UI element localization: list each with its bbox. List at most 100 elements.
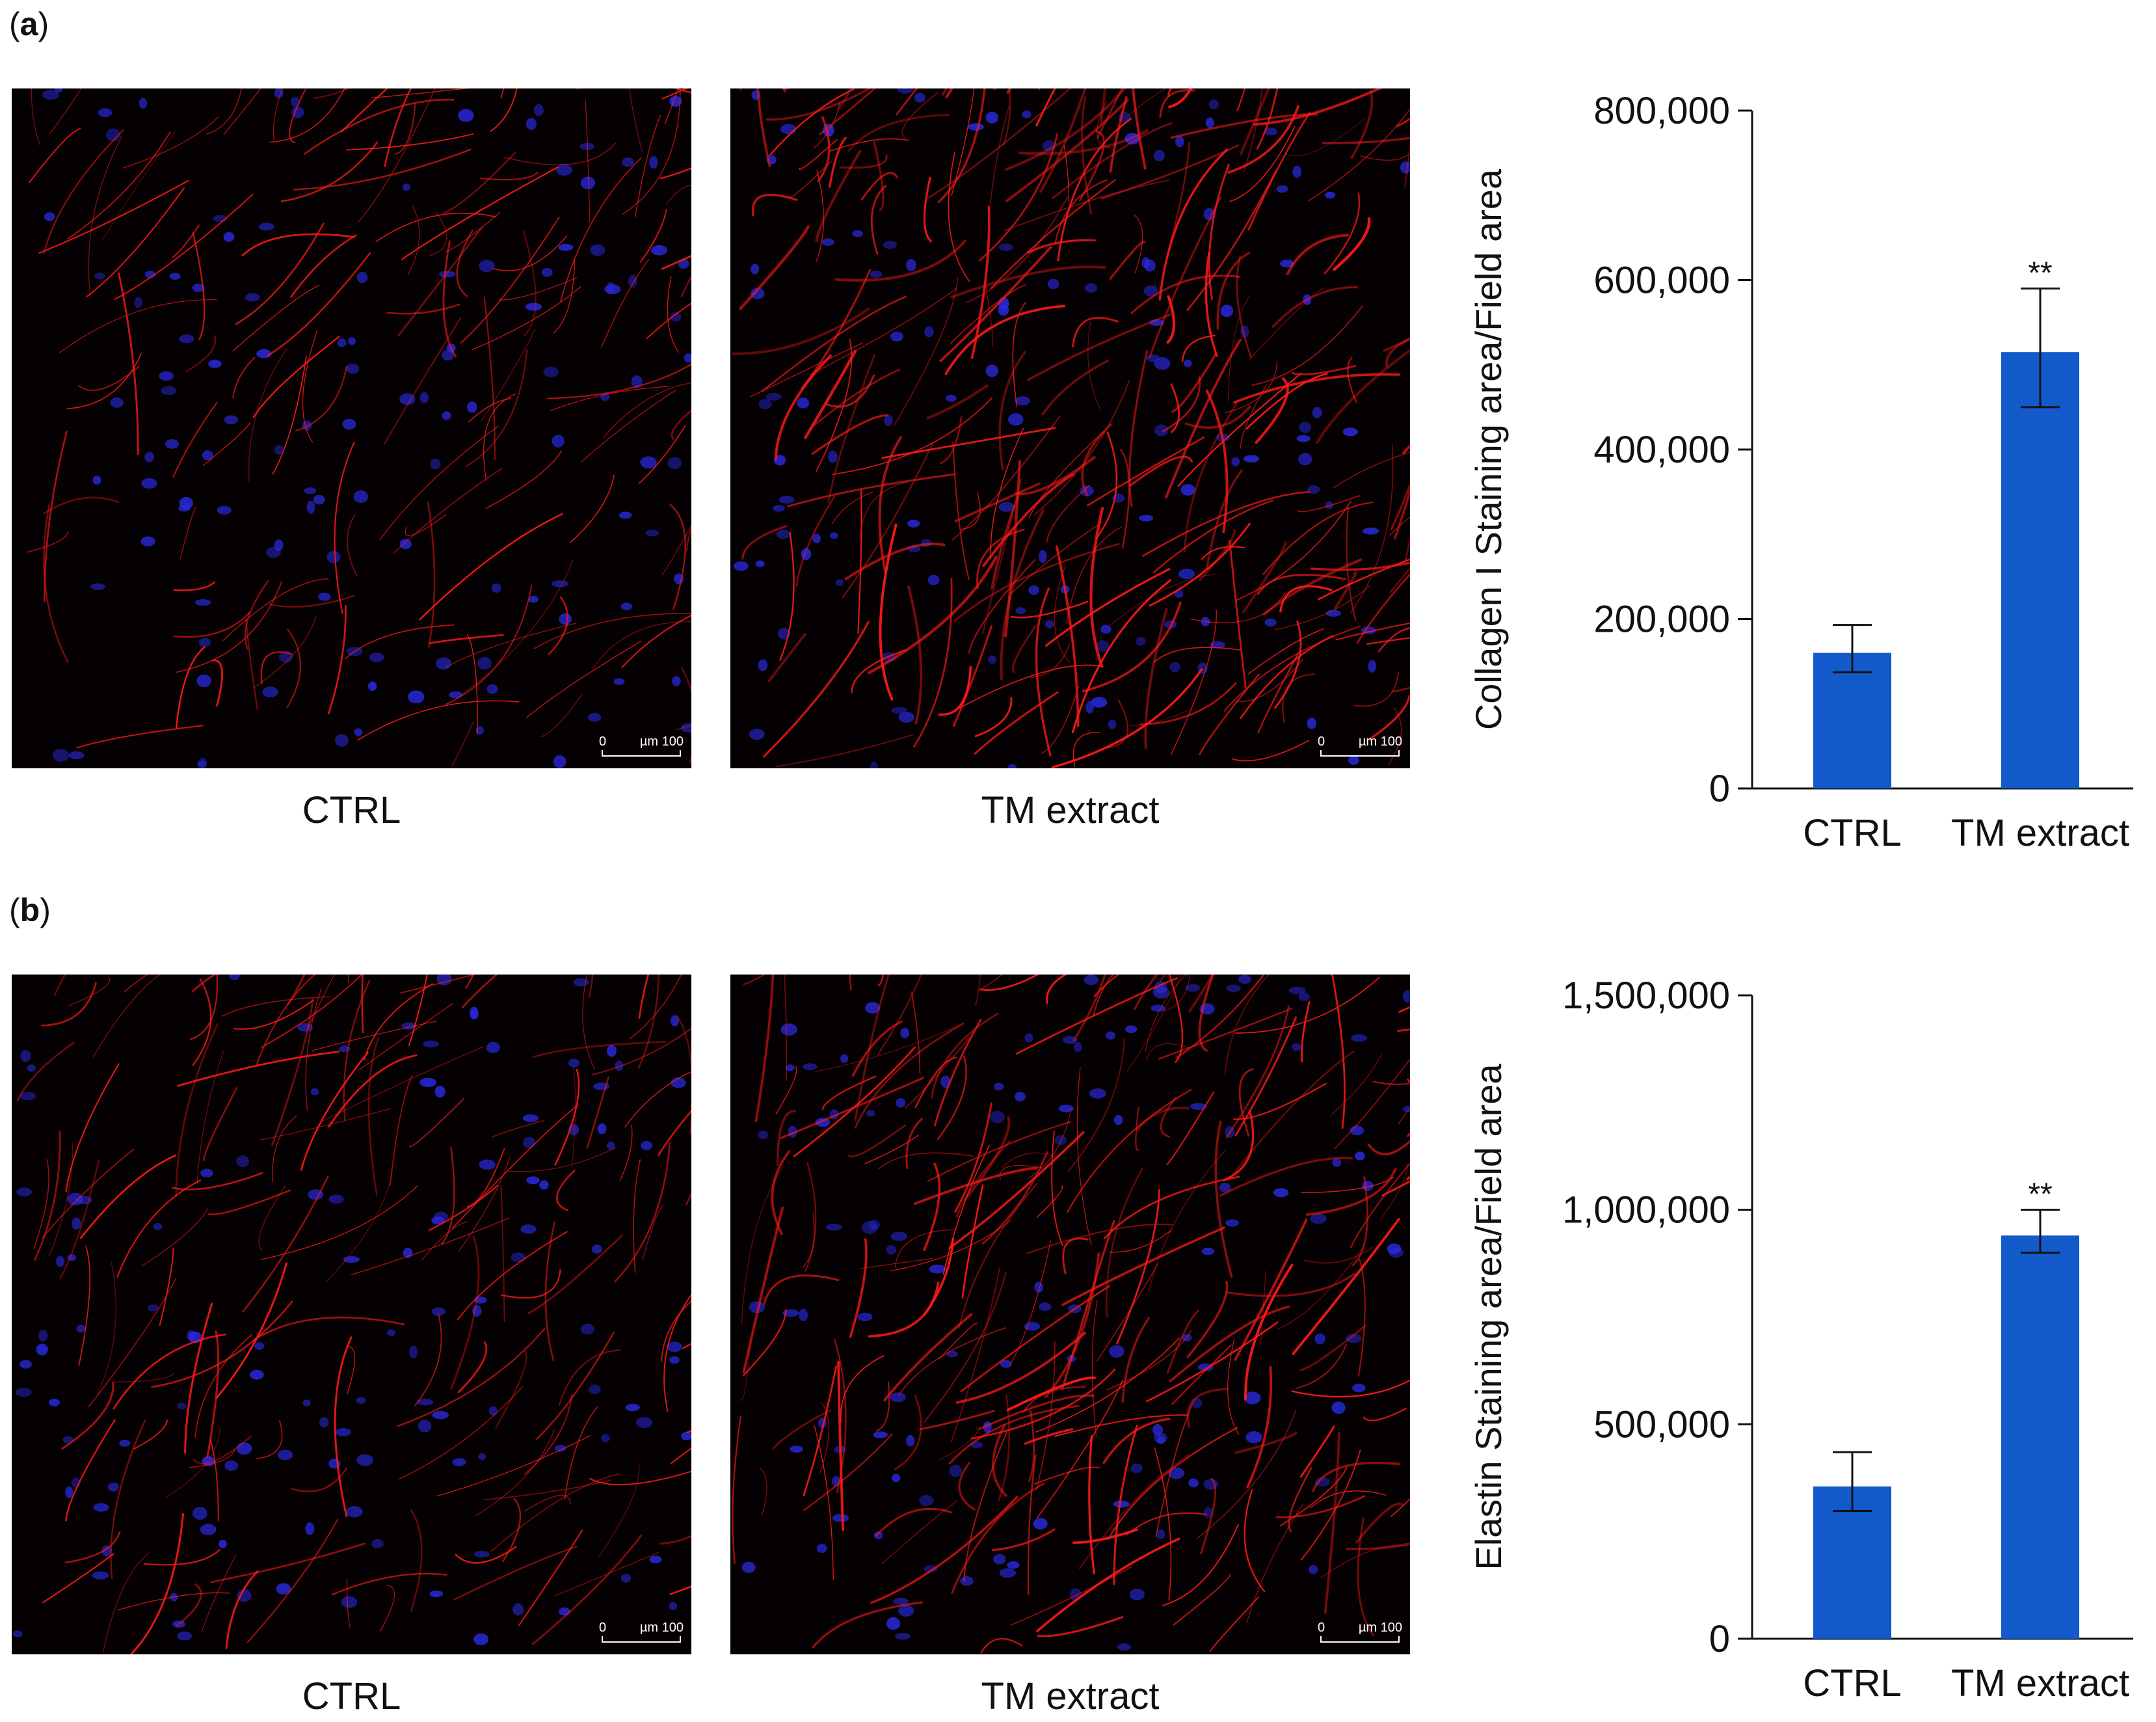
fiber-strand	[1126, 1512, 1208, 1536]
nucleus	[669, 1602, 677, 1610]
fiber-strand	[254, 616, 317, 688]
nucleus	[94, 273, 105, 280]
y-tick-label: 0	[1709, 1618, 1730, 1660]
fiber-strand	[399, 975, 477, 994]
nucleus	[313, 494, 325, 505]
fiber-strand	[1335, 622, 1410, 641]
fiber-strand	[1282, 673, 1316, 724]
fiber-strand	[1168, 88, 1193, 109]
fiber-strand	[130, 1513, 184, 1654]
fiber-strand	[953, 543, 1120, 622]
fiber-strand	[1274, 585, 1370, 630]
nucleus	[472, 1305, 482, 1317]
nucleus	[262, 686, 278, 697]
nucleus	[302, 1399, 311, 1406]
fiber-strand	[832, 397, 993, 475]
fiber-strand	[194, 1334, 252, 1438]
nucleus	[993, 1554, 1006, 1565]
fiber-strand	[860, 1258, 933, 1269]
fiber-strand	[952, 441, 970, 580]
fiber-strand	[34, 1130, 61, 1261]
bar-ctrl	[1813, 652, 1891, 788]
fiber-strand	[16, 1042, 75, 1101]
fiber-strand	[143, 1549, 220, 1566]
fiber-strand	[1383, 337, 1410, 352]
fiber-strand	[191, 975, 217, 993]
nucleus	[38, 1330, 48, 1342]
nucleus	[645, 530, 659, 537]
fiber-strand	[981, 1151, 1048, 1244]
fiber-layer	[16, 975, 691, 1654]
fiber-strand	[1242, 541, 1287, 613]
nucleus	[868, 1219, 880, 1230]
fiber-strand	[978, 1394, 1095, 1431]
fiber-strand	[1078, 130, 1105, 202]
micrograph-b-tm-extract: 0 µm 100	[730, 975, 1410, 1654]
fiber-strand	[926, 88, 1071, 200]
fiber-strand	[1173, 1574, 1231, 1626]
fiber-strand	[742, 1309, 787, 1377]
fiber-strand	[1277, 1244, 1365, 1330]
fiber-strand	[1067, 1089, 1192, 1213]
nucleus	[192, 283, 205, 292]
chart-collagen-plot: Collagen I Staining area/Field area 0 200,…	[1468, 90, 2133, 854]
caption-b-ctrl: CTRL	[302, 1675, 401, 1717]
fiber-strand	[1381, 1180, 1410, 1197]
fiber-strand	[1068, 1038, 1125, 1172]
fiber-strand	[272, 355, 307, 475]
fiber-strand	[638, 425, 686, 484]
fiber-strand	[410, 1509, 423, 1613]
fiber-strand	[980, 1637, 1023, 1654]
nucleus	[906, 259, 916, 271]
fiber-strand	[560, 157, 642, 302]
fiber-strand	[1402, 444, 1410, 454]
fiber-strand	[676, 725, 691, 731]
fiber-strand	[1379, 1164, 1409, 1220]
fiber-strand	[287, 975, 306, 1006]
fiber-strand	[669, 504, 686, 610]
fiber-strand	[939, 246, 1052, 362]
nucleus	[779, 495, 795, 504]
nucleus	[526, 1176, 540, 1185]
nucleus	[107, 1482, 119, 1492]
fiber-strand	[203, 1086, 238, 1161]
nucleus	[641, 1140, 652, 1150]
nucleus	[1058, 1105, 1074, 1112]
fiber-strand	[1027, 239, 1096, 254]
fiber-strand	[485, 450, 563, 509]
fiber-strand	[894, 277, 959, 426]
y-axis-label: Collagen I Staining area/Field area	[1468, 168, 1509, 730]
fiber-strand	[193, 1435, 252, 1465]
fiber-strand	[1034, 380, 1130, 515]
nucleus	[1047, 278, 1059, 289]
fiber-strand	[1037, 1616, 1124, 1637]
fiber-strand	[591, 1027, 691, 1076]
fiber-strand	[386, 303, 460, 315]
nucleus	[1348, 755, 1359, 765]
fiber-strand	[43, 504, 69, 664]
nucleus	[555, 164, 572, 176]
fiber-strand	[761, 295, 907, 392]
fiber-strand	[637, 975, 660, 1070]
nucleus	[929, 1264, 946, 1274]
fiber-strand	[209, 1439, 219, 1522]
nucleus	[419, 392, 429, 403]
nucleus	[1402, 989, 1410, 1003]
nucleus	[165, 439, 180, 449]
nucleus	[356, 1397, 367, 1404]
nucleus	[194, 599, 211, 606]
fiber-strand	[271, 997, 314, 1146]
fiber-strand	[409, 1097, 465, 1148]
nucleus	[631, 375, 643, 388]
nucleus	[1389, 1247, 1404, 1258]
fiber-strand	[1333, 217, 1371, 271]
fiber-strand	[963, 1431, 1008, 1582]
fiber-strand	[367, 1037, 380, 1196]
nucleus	[1243, 455, 1260, 463]
fiber-strand	[839, 154, 888, 169]
fiber-strand	[1072, 975, 1106, 1042]
fiber-strand	[442, 240, 457, 358]
nucleus	[467, 401, 477, 413]
fiber-strand	[293, 148, 472, 191]
nucleus	[1219, 1182, 1231, 1192]
